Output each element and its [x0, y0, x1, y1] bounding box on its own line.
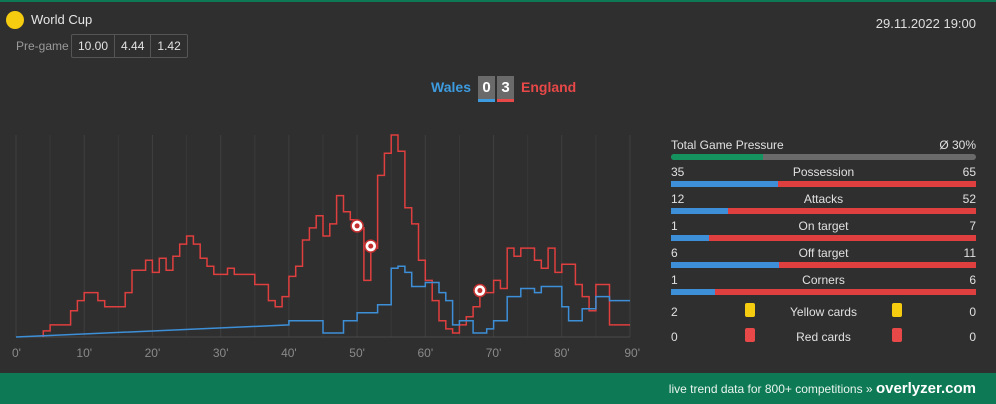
league-icon [6, 11, 24, 29]
away-red-count: 0 [969, 330, 976, 344]
stat-name: Corners [802, 273, 845, 287]
stat-name: Possession [792, 165, 855, 179]
pressure-label: Total Game Pressure [671, 138, 784, 152]
home-score: 0 [478, 76, 495, 102]
home-yellow-count: 2 [671, 305, 678, 319]
footer-banner[interactable]: live trend data for 800+ competitions » … [0, 373, 996, 404]
x-tick-label: 20' [145, 346, 161, 360]
goal-ball-icon [473, 283, 487, 298]
top-accent-bar [0, 0, 996, 2]
stat-row-attacks: 12 Attacks 52 [671, 192, 976, 219]
league-name[interactable]: World Cup [31, 12, 93, 27]
stat-bar-home [671, 262, 779, 268]
stat-home-value: 6 [671, 246, 678, 260]
stat-bar-home [671, 289, 715, 295]
x-tick-label: 80' [554, 346, 570, 360]
stat-bar [671, 289, 976, 295]
away-team-name[interactable]: England [521, 79, 577, 95]
stat-name: On target [798, 219, 849, 233]
x-axis-ticks: 0' 10' 20' 30' 40' 50' 60' 70' 80' 90' [12, 346, 640, 360]
x-tick-label: 0' [12, 346, 21, 360]
x-tick-label: 70' [486, 346, 502, 360]
stat-home-value: 12 [671, 192, 685, 206]
footer-brand[interactable]: overlyzer.com [875, 380, 976, 397]
x-tick-label: 40' [281, 346, 297, 360]
stat-home-value: 1 [671, 273, 678, 287]
x-tick-label: 50' [349, 346, 365, 360]
stat-bar-away [728, 208, 976, 214]
pregame-label: Pre-game [16, 39, 69, 53]
match-stats-panel: Total Game Pressure Ø 30% 35 Possession 65… [671, 138, 976, 350]
yellow-card-icon [745, 303, 755, 317]
odd-home[interactable]: 10.00 [72, 35, 116, 57]
wales-pressure-line [15, 265, 630, 338]
scoreboard: Wales 0 3 England [0, 76, 996, 102]
stat-row-corners: 1 Corners 6 [671, 273, 976, 300]
pressure-bar [671, 154, 976, 160]
stat-bar-away [777, 181, 976, 187]
odd-away[interactable]: 1.42 [157, 39, 181, 53]
stat-bar-away [709, 235, 976, 241]
stat-bar [671, 181, 976, 187]
footer-text: live trend data for 800+ competitions » [668, 382, 873, 396]
home-red-count: 0 [671, 330, 678, 344]
red-card-icon [892, 328, 902, 342]
stat-bar-home [671, 208, 729, 214]
stat-row-on-target: 1 On target 7 [671, 219, 976, 246]
home-team-name[interactable]: Wales [431, 79, 471, 95]
pressure-trend-chart: 0' 10' 20' 30' 40' 50' 60' 70' 80' 90' [12, 134, 640, 360]
england-pressure-line [42, 134, 630, 337]
odd-draw[interactable]: 4.44 [115, 35, 152, 57]
goal-markers [350, 219, 487, 298]
stat-home-value: 35 [671, 165, 685, 179]
away-yellow-count: 0 [969, 305, 976, 319]
stat-away-value: 11 [963, 246, 976, 260]
stat-row-off-target: 6 Off target 11 [671, 246, 976, 273]
pregame-odds: 10.00 4.44 1.42 [71, 34, 188, 58]
stat-away-value: 52 [962, 192, 976, 206]
footer-promo[interactable]: live trend data for 800+ competitions » … [669, 380, 976, 397]
stat-bar [671, 208, 976, 214]
yellow-cards-label: Yellow cards [790, 305, 857, 319]
stat-bar-away [778, 262, 976, 268]
goal-ball-icon [350, 219, 364, 233]
goal-ball-icon [364, 239, 378, 253]
match-header: World Cup 29.11.2022 19:00 Pre-game 10.0… [0, 2, 996, 60]
red-cards-row: 0 Red cards 0 [671, 325, 976, 350]
yellow-card-icon [892, 303, 902, 317]
stat-bar-home [671, 235, 710, 241]
stat-row-possession: 35 Possession 65 [671, 165, 976, 192]
stat-name: Attacks [803, 192, 844, 206]
x-tick-label: 90' [624, 346, 640, 360]
stat-bar [671, 235, 976, 241]
yellow-cards-row: 2 Yellow cards 0 [671, 300, 976, 325]
x-tick-label: 10' [76, 346, 92, 360]
stat-home-value: 1 [671, 219, 678, 233]
x-tick-label: 30' [213, 346, 229, 360]
stat-away-value: 65 [962, 165, 976, 179]
stat-name: Off target [798, 246, 849, 260]
red-cards-label: Red cards [796, 330, 851, 344]
stat-away-value: 6 [969, 273, 976, 287]
away-score: 3 [497, 76, 514, 102]
stat-bar-home [671, 181, 778, 187]
pressure-bar-fill [671, 154, 763, 160]
stat-away-value: 7 [969, 219, 976, 233]
match-datetime: 29.11.2022 19:00 [875, 16, 976, 31]
stat-bar-away [714, 289, 976, 295]
chart-grid [15, 135, 631, 338]
total-pressure-row: Total Game Pressure Ø 30% [671, 138, 976, 165]
stat-bar [671, 262, 976, 268]
pressure-value: Ø 30% [939, 138, 976, 152]
red-card-icon [745, 328, 755, 342]
x-tick-label: 60' [418, 346, 434, 360]
